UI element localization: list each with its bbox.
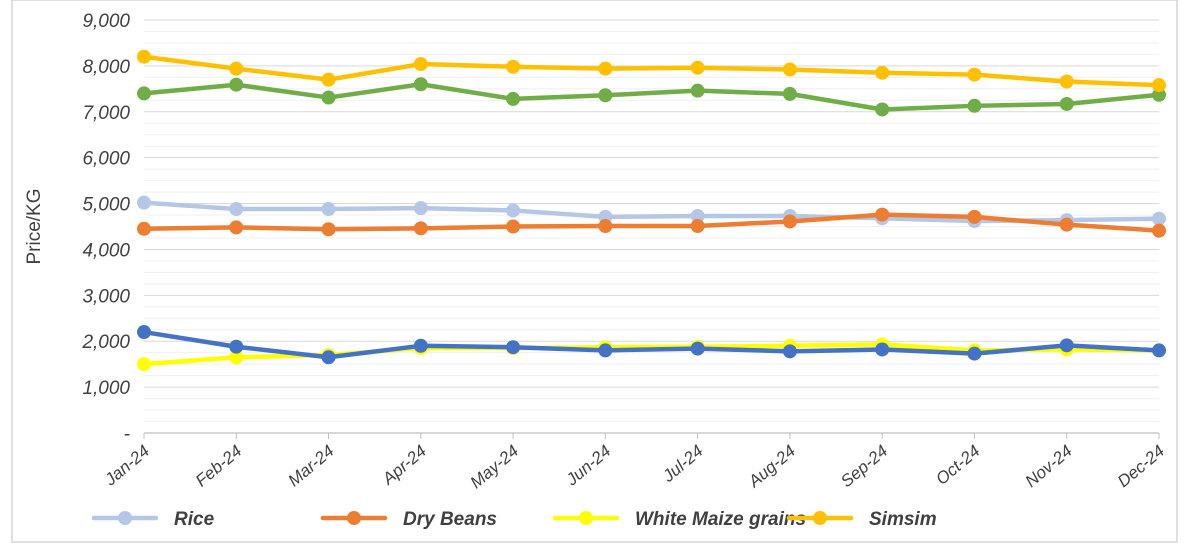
data-point <box>875 102 890 117</box>
data-point <box>1152 223 1166 238</box>
legend-swatch-marker <box>118 511 132 525</box>
data-point <box>137 49 151 64</box>
series-group <box>137 207 1166 238</box>
data-point <box>413 221 428 236</box>
data-point <box>137 86 151 101</box>
y-tick-label: 7,000 <box>82 103 130 124</box>
data-point <box>1152 211 1166 226</box>
series-group <box>137 325 1166 365</box>
data-point <box>690 208 705 223</box>
data-point <box>229 202 244 217</box>
data-point <box>1059 338 1074 353</box>
data-point <box>875 342 890 357</box>
legend-swatch-marker <box>813 511 827 525</box>
series-line <box>141 81 1162 112</box>
series-line <box>141 54 1162 88</box>
data-point <box>1059 217 1074 232</box>
data-point <box>413 77 428 92</box>
legend-item: Simsim <box>786 509 937 530</box>
data-point <box>229 220 244 235</box>
y-tick-label: 6,000 <box>82 149 130 170</box>
legend-item: Rice <box>91 509 215 530</box>
data-point <box>1152 343 1166 358</box>
series-layer <box>137 49 1166 372</box>
y-tick-label: 9,000 <box>82 11 130 32</box>
legend-label: Simsim <box>869 509 937 530</box>
data-point <box>690 60 705 75</box>
data-point <box>1059 96 1074 111</box>
data-point <box>967 67 982 82</box>
chart-border <box>11 0 1178 543</box>
y-tick-label: 4,000 <box>82 240 130 261</box>
data-point <box>1152 87 1166 102</box>
data-point <box>229 77 244 92</box>
data-point <box>875 207 890 222</box>
data-point <box>137 221 151 236</box>
data-point <box>598 61 613 76</box>
data-point <box>690 341 705 356</box>
data-point <box>967 209 982 224</box>
data-point <box>137 195 151 210</box>
series-line <box>141 200 1162 224</box>
data-point <box>782 214 797 229</box>
data-point <box>506 219 521 234</box>
legend-label: Dry Beans <box>403 509 497 530</box>
data-point <box>413 201 428 216</box>
data-point <box>137 357 151 372</box>
y-tick-label: 3,000 <box>82 286 130 307</box>
data-point <box>690 83 705 98</box>
data-point <box>598 88 613 103</box>
data-point <box>782 86 797 101</box>
data-point <box>506 203 521 218</box>
y-tick-label: 1,000 <box>82 378 130 399</box>
legend: Rice Dry Beans White Maize grains Simsim <box>91 509 937 530</box>
data-point <box>413 57 428 72</box>
legend-item: White Maize grains <box>552 509 806 530</box>
data-point <box>598 219 613 234</box>
legend-label: Rice <box>174 509 215 530</box>
data-point <box>413 338 428 353</box>
series-line <box>141 212 1162 233</box>
data-point <box>321 202 336 217</box>
legend-swatch-marker <box>347 511 361 525</box>
data-point <box>782 62 797 77</box>
data-point <box>229 350 244 365</box>
data-point <box>967 98 982 113</box>
data-point <box>690 219 705 234</box>
series-group <box>137 49 1166 93</box>
legend-item: Dry Beans <box>320 509 497 530</box>
y-tick-label: - <box>124 424 130 445</box>
data-point <box>1152 78 1166 93</box>
data-point <box>506 59 521 74</box>
series-group <box>137 77 1166 117</box>
series-line <box>141 329 1162 360</box>
data-point <box>967 346 982 361</box>
data-point <box>598 343 613 358</box>
legend-swatch-marker <box>579 511 593 525</box>
gridlines <box>144 19 1159 423</box>
data-point <box>321 72 336 87</box>
y-tick-label: 8,000 <box>82 57 130 78</box>
data-point <box>137 325 151 340</box>
data-point <box>1059 74 1074 89</box>
data-point <box>782 344 797 359</box>
y-axis-label: Price/KG <box>24 188 45 264</box>
data-point <box>321 350 336 365</box>
data-point <box>229 339 244 354</box>
data-point <box>321 90 336 105</box>
data-point <box>506 340 521 355</box>
y-tick-label: 2,000 <box>81 332 130 353</box>
data-point <box>506 91 521 106</box>
legend-label: White Maize grains <box>635 509 806 530</box>
data-point <box>875 65 890 80</box>
data-point <box>229 61 244 76</box>
y-tick-label: 5,000 <box>82 195 130 216</box>
data-point <box>321 222 336 237</box>
